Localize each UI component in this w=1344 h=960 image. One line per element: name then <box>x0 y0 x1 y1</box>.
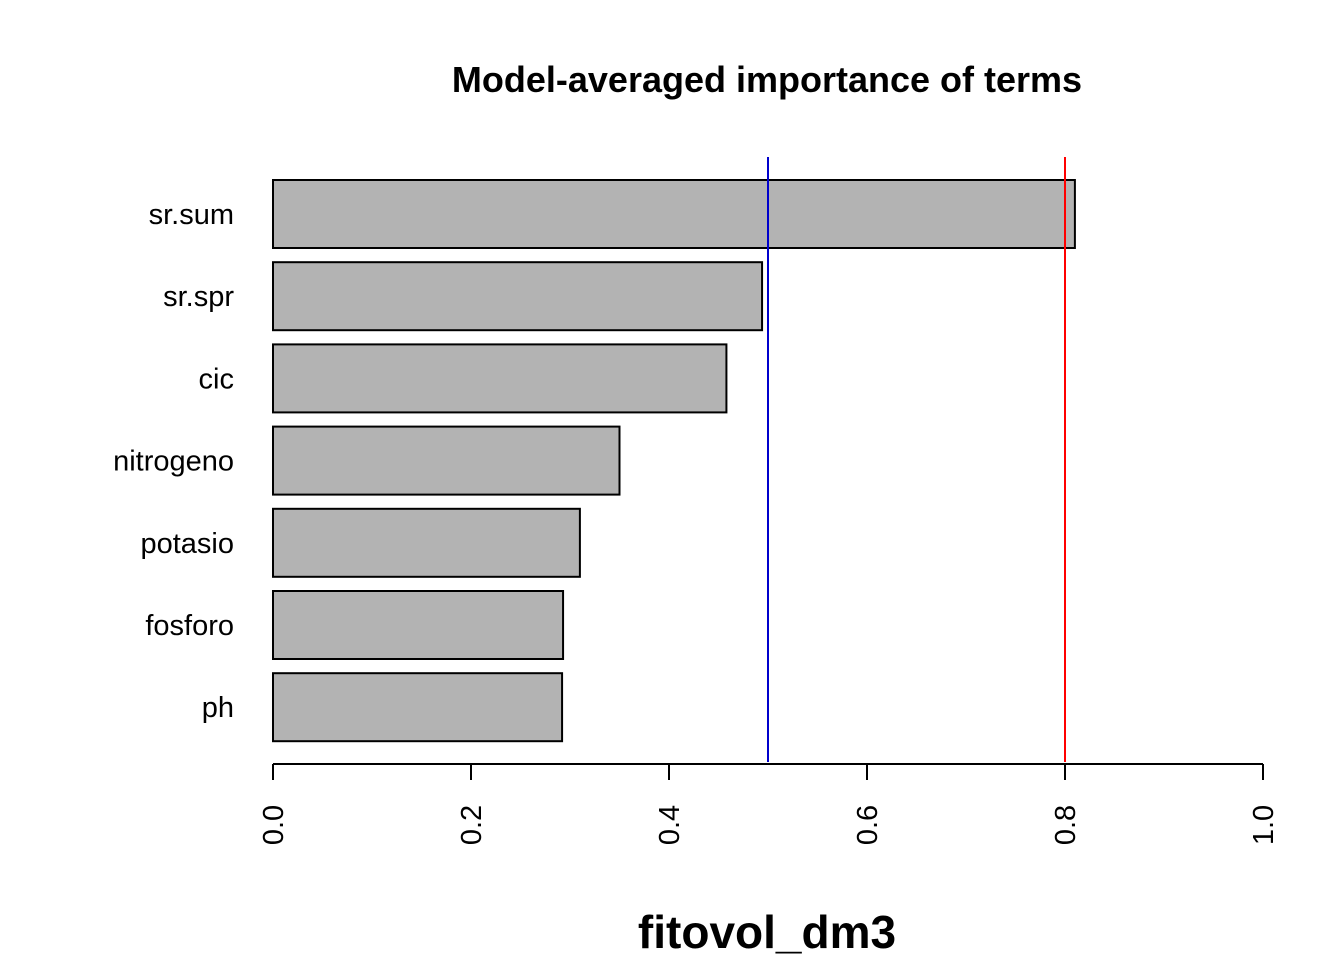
x-tick-label: 1.0 <box>1248 805 1280 845</box>
bar-ph <box>272 672 564 743</box>
x-tick-label: 0.4 <box>654 805 686 845</box>
reference-lines-layer <box>767 157 1066 762</box>
bar-sr-sum <box>272 179 1076 249</box>
x-tick-label: 0.8 <box>1050 805 1082 845</box>
bars-layer <box>272 179 1076 743</box>
x-tick-label: 0.2 <box>456 805 488 845</box>
category-label: ph <box>202 692 234 724</box>
bar-cic <box>272 343 728 414</box>
bar-nitrogeno <box>272 425 621 496</box>
category-label: fosforo <box>145 610 234 642</box>
x-axis-label: fitovol_dm3 <box>638 906 896 958</box>
bar-sr-spr <box>272 261 764 332</box>
category-label: cic <box>199 363 234 395</box>
x-axis: 0.0 0.2 0.4 0.6 0.8 1.0 <box>258 763 1280 845</box>
x-tick-label: 0.6 <box>852 805 884 845</box>
bar-potasio <box>272 507 581 578</box>
category-label: sr.sum <box>149 199 234 231</box>
chart-title: Model-averaged importance of terms <box>452 59 1082 100</box>
category-labels-layer: sr.sum sr.spr cic nitrogeno potasio fosforo ph <box>113 199 234 724</box>
category-label: potasio <box>140 528 234 560</box>
category-label: sr.spr <box>163 281 234 313</box>
bar-fosforo <box>272 590 565 660</box>
x-tick-label: 0.0 <box>258 805 290 845</box>
category-label: nitrogeno <box>113 446 234 478</box>
